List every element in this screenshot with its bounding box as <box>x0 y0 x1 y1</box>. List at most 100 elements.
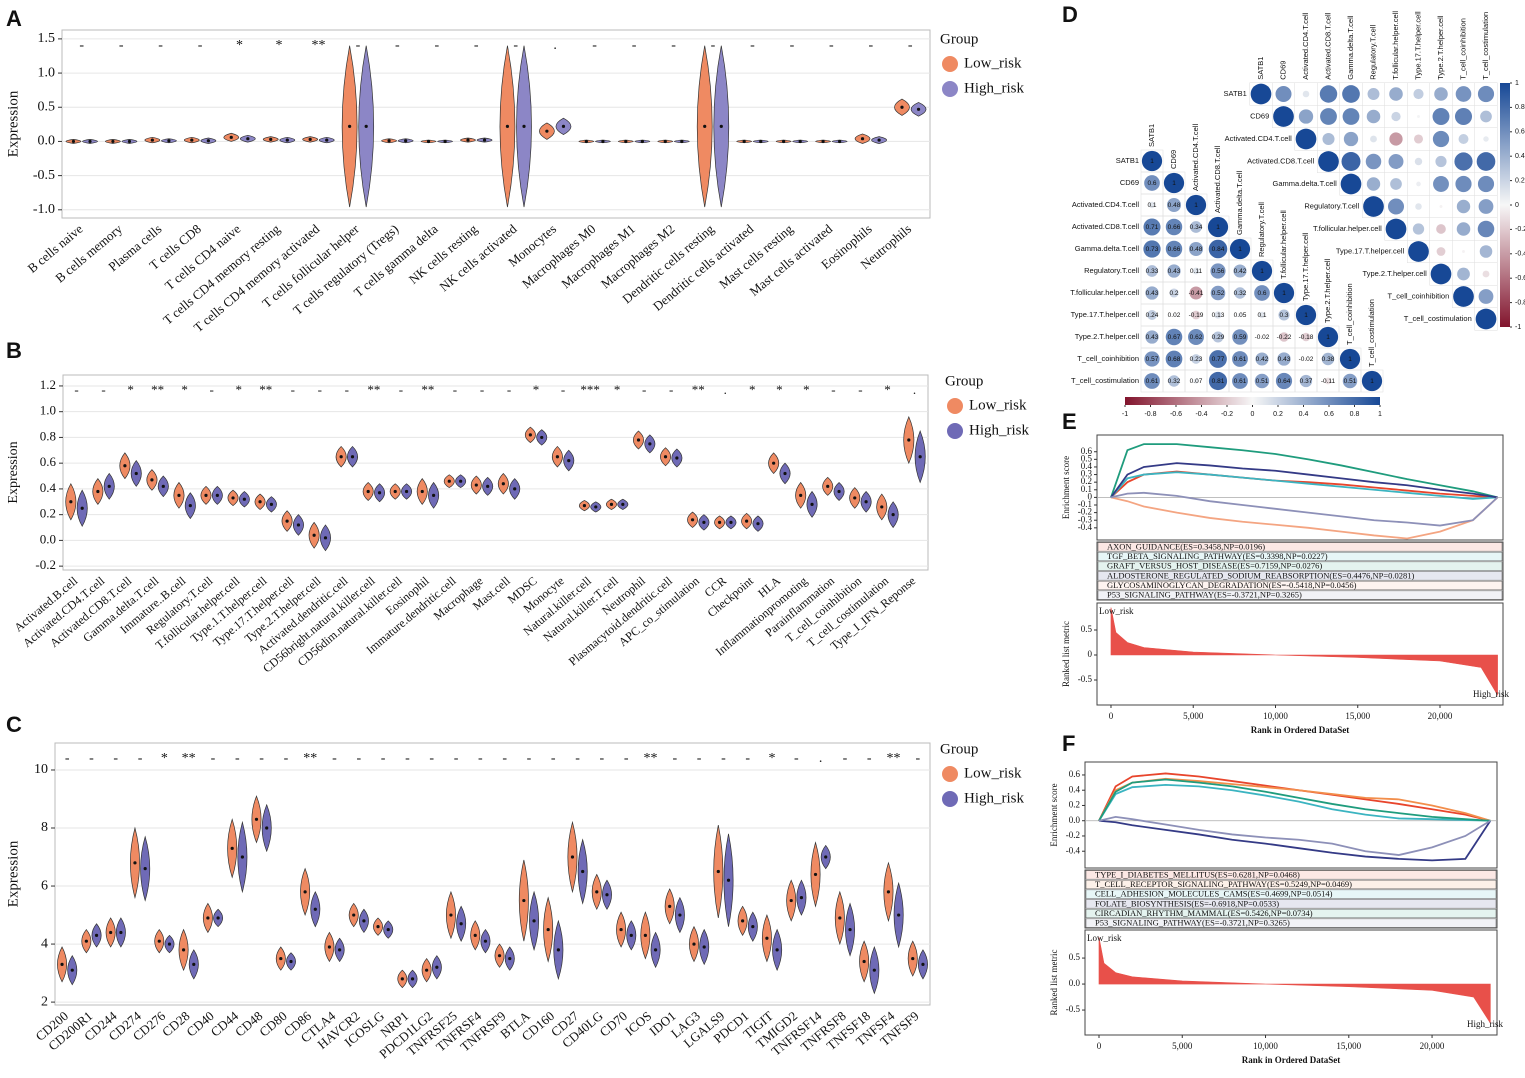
y-tick-label: 0.4 <box>1081 461 1093 471</box>
x-tick-label: 10,000 <box>1253 1041 1278 1051</box>
significance-label: - <box>434 38 439 53</box>
median-point <box>880 505 884 509</box>
significance-label: - <box>405 751 410 766</box>
corr-circle <box>1185 194 1207 216</box>
plot-frame <box>61 29 931 219</box>
significance-label: - <box>745 751 750 766</box>
legend-swatch <box>942 81 958 97</box>
significance-label: - <box>794 751 799 766</box>
significance-label: - <box>868 38 873 53</box>
column-label: Type.17.T.helper.cell <box>1413 11 1422 80</box>
hit-row <box>1085 899 1497 909</box>
median-point <box>435 965 439 969</box>
corr-value: 0.66 <box>1168 246 1181 253</box>
cell <box>1360 369 1384 393</box>
significance-label: . <box>553 38 557 53</box>
significance-label: - <box>474 38 479 53</box>
column-label: Regulatory.T.cell <box>1257 202 1266 257</box>
corr-circle <box>1413 134 1424 144</box>
median-point <box>486 484 490 488</box>
corr-circle <box>1232 329 1248 345</box>
legend-swatch <box>942 791 958 807</box>
corr-circle <box>1389 87 1403 101</box>
corr-circle <box>1340 173 1362 195</box>
significance-label: ** <box>421 382 434 397</box>
colorbar-label: -0.6 <box>1170 411 1182 418</box>
median-point <box>482 138 487 142</box>
median-point <box>838 916 842 920</box>
median-point <box>352 913 356 917</box>
corr-circle <box>1141 150 1163 172</box>
corr-circle <box>1301 332 1311 342</box>
y-tick-label: -0.4 <box>1066 845 1081 855</box>
legend-label: High_risk <box>964 790 1025 806</box>
corr-circle <box>1260 335 1264 339</box>
significance-label: - <box>89 751 94 766</box>
corr-value: 0.51 <box>1256 378 1269 385</box>
corr-value: 0.56 <box>1212 268 1225 275</box>
corr-value: 0.73 <box>1146 246 1159 253</box>
significance-label: - <box>916 751 921 766</box>
corr-circle <box>1389 132 1403 146</box>
significance-label: * <box>235 382 242 397</box>
colorbar-label: 0.2 <box>1515 177 1525 184</box>
significance-label: *** <box>580 382 600 397</box>
corr-circle <box>1208 371 1228 391</box>
corr-circle <box>1232 351 1248 367</box>
column-label: T_cell_coinhibition <box>1345 283 1354 345</box>
significance-label: - <box>211 751 216 766</box>
y-tick-label: -0.1 <box>1078 499 1092 509</box>
gene-set-label: GRAFT_VERSUS_HOST_DISEASE(ES=0.7159,NP=0… <box>1107 561 1322 571</box>
median-point <box>111 139 115 144</box>
corr-circle <box>1191 310 1201 320</box>
median-point <box>157 939 161 943</box>
row-label: Type.2.T.helper.cell <box>1363 269 1428 278</box>
corr-circle <box>1342 85 1360 103</box>
column-label: Activated.CD8.T.cell <box>1213 146 1222 213</box>
corr-value: 1 <box>1260 268 1264 275</box>
corr-circle <box>1233 264 1247 278</box>
column-label: T.follicular.helper.cell <box>1279 210 1288 279</box>
corr-value: 0.61 <box>1234 356 1247 363</box>
colorbar-label: -0.8 <box>1144 411 1156 418</box>
significance-label: - <box>235 751 240 766</box>
median-point <box>862 959 866 964</box>
median-point <box>410 977 415 981</box>
colorbar-label: -0.4 <box>1195 411 1207 418</box>
colorbar <box>1500 83 1510 327</box>
median-point <box>296 523 301 527</box>
corr-circle <box>1143 240 1161 258</box>
legend-label: Low_risk <box>964 55 1022 71</box>
metric-label: Low_risk <box>1099 606 1134 616</box>
y-tick-label: 0.5 <box>38 99 56 114</box>
median-point <box>789 898 793 903</box>
median-point <box>545 129 549 133</box>
median-point <box>364 124 368 128</box>
median-point <box>813 872 818 877</box>
corr-value: 0.1 <box>1147 202 1156 209</box>
column-label: SATB1 <box>1256 57 1265 80</box>
y-tick-label: -0.5 <box>1078 674 1093 684</box>
legend-swatch <box>947 398 963 414</box>
median-point <box>94 933 99 937</box>
median-point <box>907 438 911 442</box>
row-label: Gamma.delta.T.cell <box>1075 244 1140 253</box>
significance-label: - <box>158 38 163 53</box>
median-point <box>675 456 679 460</box>
significance-label: - <box>79 38 84 53</box>
median-point <box>643 933 647 937</box>
es-line <box>1110 471 1498 500</box>
corr-value: 0.2 <box>1169 290 1178 297</box>
median-point <box>338 948 342 952</box>
corr-circle <box>1147 310 1157 320</box>
significance-label: * <box>181 382 188 397</box>
corr-circle <box>1277 352 1291 366</box>
significance-label: . <box>819 751 823 766</box>
median-point <box>782 139 786 144</box>
median-point <box>312 533 316 537</box>
median-point <box>581 869 585 874</box>
corr-circle <box>1234 287 1246 299</box>
corr-value: 0.11 <box>1190 268 1203 275</box>
median-point <box>313 907 317 911</box>
corr-value: 0.24 <box>1146 312 1159 319</box>
